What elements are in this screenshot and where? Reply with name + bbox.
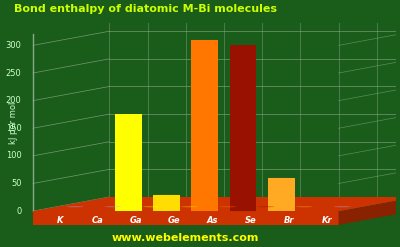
- Polygon shape: [338, 197, 400, 225]
- Polygon shape: [115, 114, 142, 211]
- Polygon shape: [153, 195, 180, 211]
- Polygon shape: [268, 178, 295, 211]
- Text: 250: 250: [6, 68, 22, 78]
- Text: 200: 200: [6, 96, 22, 105]
- Text: Ge: Ge: [168, 216, 180, 225]
- Text: Bond enthalpy of diatomic M-Bi molecules: Bond enthalpy of diatomic M-Bi molecules: [14, 4, 277, 14]
- Polygon shape: [230, 45, 256, 211]
- Text: 150: 150: [6, 124, 22, 133]
- Text: Se: Se: [245, 216, 256, 225]
- Text: 0: 0: [16, 207, 22, 216]
- Text: Ca: Ca: [92, 216, 104, 225]
- Text: kJ per mol: kJ per mol: [9, 102, 18, 144]
- Text: 100: 100: [6, 151, 22, 160]
- Polygon shape: [33, 197, 400, 211]
- Text: Ga: Ga: [130, 216, 142, 225]
- Polygon shape: [192, 40, 218, 211]
- Text: K: K: [56, 216, 63, 225]
- Text: www.webelements.com: www.webelements.com: [112, 233, 260, 243]
- Text: Br: Br: [284, 216, 294, 225]
- Polygon shape: [33, 211, 338, 225]
- Text: 50: 50: [11, 179, 22, 188]
- Text: 300: 300: [6, 41, 22, 50]
- Text: As: As: [207, 216, 218, 225]
- Text: Kr: Kr: [322, 216, 332, 225]
